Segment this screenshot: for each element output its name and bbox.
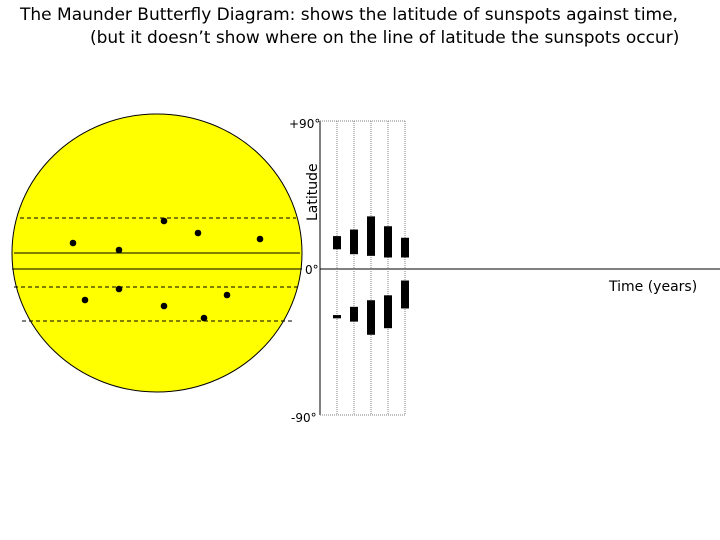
- sunspot: [81, 296, 89, 304]
- title-line-2: (but it doesn’t show where on the line o…: [90, 28, 680, 48]
- northern-latitude-bar: [333, 236, 341, 250]
- page-title: The Maunder Butterfly Diagram: shows the…: [0, 4, 720, 50]
- southern-latitude-bar: [333, 315, 341, 319]
- southern-latitude-bar: [401, 280, 409, 309]
- sunspot: [69, 239, 77, 247]
- southern-latitude-bar: [367, 300, 375, 335]
- sunspot: [256, 235, 264, 243]
- sunspot: [115, 246, 123, 254]
- time-gridlines: [320, 120, 406, 416]
- northern-latitude-bar: [384, 226, 392, 258]
- sunspot: [160, 217, 168, 225]
- tick-label-equator: 0°: [305, 263, 319, 277]
- tick-label-south: -90°: [291, 411, 317, 425]
- sunspot: [115, 285, 123, 293]
- northern-latitude-bar: [367, 216, 375, 256]
- sunspot: [160, 302, 168, 310]
- tick-label-north: +90°: [289, 117, 320, 131]
- sunspots: [69, 217, 264, 322]
- axes: +90° 0° -90° Latitude Time (years): [289, 117, 720, 425]
- y-axis-label: Latitude: [305, 163, 321, 221]
- sunspot: [200, 314, 208, 322]
- sunspot: [194, 229, 202, 237]
- southern-latitude-bar: [384, 295, 392, 329]
- x-axis-label: Time (years): [608, 279, 697, 295]
- sun-illustration: [11, 113, 303, 393]
- northern-latitude-bar: [350, 229, 358, 255]
- title-line-1: The Maunder Butterfly Diagram: shows the…: [20, 5, 678, 25]
- southern-latitude-bar: [350, 306, 358, 322]
- sunspot: [223, 291, 231, 299]
- butterfly-bars: [333, 216, 409, 335]
- northern-latitude-bar: [401, 237, 409, 258]
